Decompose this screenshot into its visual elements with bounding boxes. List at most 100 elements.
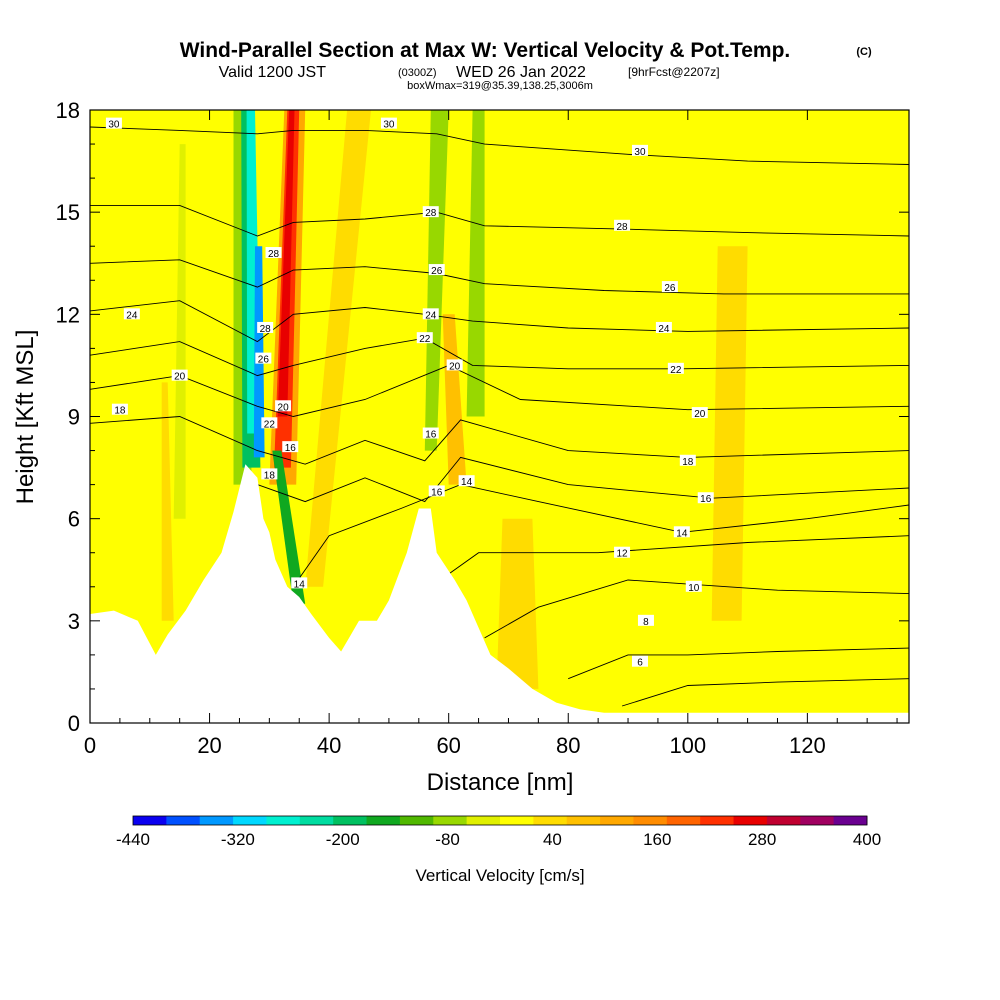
theta-contour-30 (90, 126, 909, 165)
velocity-band (711, 246, 748, 621)
colorbar-tick-label: 280 (748, 830, 776, 849)
contour-label: 20 (171, 369, 188, 383)
colorbar-swatch (399, 816, 434, 825)
contour-label: 16 (422, 427, 439, 441)
theta-contour-28 (90, 204, 909, 237)
subtitle-date: WED 26 Jan 2022 (456, 64, 586, 81)
contour-label: 18 (261, 468, 278, 481)
theta-contour-8 (568, 647, 909, 680)
contour-label-text: 8 (643, 617, 649, 628)
contour-label: 26 (661, 281, 678, 294)
contour-label: 24 (422, 308, 439, 321)
velocity-band (272, 450, 306, 604)
colorbar-swatch (466, 816, 501, 825)
contour-label: 26 (255, 352, 272, 366)
theta-contour-22 (90, 337, 909, 377)
theta-contour-18 (90, 416, 909, 465)
colorbar-tick-label: 160 (643, 830, 671, 849)
contour-label: 14 (673, 526, 690, 539)
contour-label: 6 (631, 655, 648, 669)
colorbar-swatch (700, 816, 735, 825)
contour-label-text: 22 (419, 334, 431, 345)
contour-label-text: 14 (461, 477, 473, 488)
chart-title-group: Wind-Parallel Section at Max W: Vertical… (180, 39, 872, 92)
subtitle-forecast: [9hrFcst@2207z] (628, 65, 720, 79)
colorbar-swatch (233, 816, 267, 825)
colorbar-swatch (500, 816, 534, 825)
subtitle-valid: Valid 1200 JST (219, 64, 327, 81)
theta-contour-26 (90, 259, 909, 295)
theta-contour-12 (430, 535, 909, 588)
colorbar-swatch (533, 816, 568, 825)
contour-label-text: 30 (634, 147, 646, 158)
contour-label: 24 (655, 321, 672, 335)
y-tick-label: 0 (68, 711, 80, 736)
colorbar-tick-label: -440 (116, 830, 150, 849)
contour-label: 18 (679, 454, 696, 468)
velocity-band (442, 314, 467, 485)
contour-label-text: 20 (278, 402, 290, 413)
colorbar-frame (132, 815, 868, 826)
terrain-mask (90, 464, 909, 723)
contour-label-text: 14 (294, 579, 306, 590)
contour-label: 28 (614, 219, 631, 233)
contour-label-text: 16 (431, 487, 443, 498)
contour-label: 28 (257, 321, 274, 335)
axes: 0 20 40 60 80 100 120 0 3 6 9 12 15 18 (56, 98, 909, 758)
y-tick-label: 15 (56, 200, 80, 225)
subtitle-zulu: (0300Z) (398, 67, 437, 79)
velocity-band (253, 246, 265, 458)
contour-label-text: 18 (682, 457, 694, 468)
contour-label: 24 (123, 308, 140, 321)
contour-label-text: 18 (114, 406, 126, 417)
colorbar-swatch (766, 816, 801, 825)
contour-label-text: 18 (264, 470, 276, 481)
theta-contour-14 (292, 484, 909, 588)
colorbar-tick-label: -80 (435, 830, 460, 849)
x-tick-label: 20 (197, 733, 221, 758)
theta-contour-20 (90, 364, 909, 417)
colorbar-tick-label: 40 (543, 830, 562, 849)
contour-label-text: 28 (268, 249, 280, 260)
x-tick-label: 60 (436, 733, 460, 758)
contour-label-text: 22 (670, 365, 682, 376)
colorbar-tick-label: -320 (221, 830, 255, 849)
chart-title-tag: (C) (856, 46, 872, 58)
contour-label: 20 (691, 407, 708, 420)
contour-label-text: 28 (425, 208, 437, 219)
colorbar-swatch (333, 816, 368, 825)
x-tick-label: 120 (789, 733, 826, 758)
contour-label-text: 16 (285, 443, 297, 454)
theta-contour-24 (90, 300, 909, 343)
x-axis-label: Distance [nm] (427, 769, 574, 796)
contour-label-text: 24 (425, 310, 437, 321)
colorbar-swatch (666, 816, 701, 825)
x-tick-label: 40 (317, 733, 341, 758)
contour-label: 20 (275, 400, 292, 413)
y-axis-label: Height [Kft MSL] (12, 330, 39, 505)
colorbar-swatch (833, 816, 868, 825)
contour-label: 10 (685, 580, 702, 594)
colorbar-swatch (133, 816, 167, 825)
colorbar-label: Vertical Velocity [cm/s] (415, 866, 584, 885)
contour-label: 16 (697, 492, 714, 505)
colorbar-swatch (166, 816, 201, 825)
contour-label-text: 12 (616, 549, 628, 560)
contour-label: 22 (261, 417, 278, 430)
vertical-velocity-field (161, 110, 748, 689)
contour-label: 18 (111, 403, 128, 417)
contour-label: 16 (428, 485, 445, 498)
contour-label: 30 (105, 117, 122, 131)
colorbar-swatch (633, 816, 668, 825)
contour-label-text: 24 (658, 324, 670, 335)
contour-label: 12 (614, 546, 631, 560)
colorbar-swatch (733, 816, 768, 825)
colorbar-swatch (800, 816, 835, 825)
contour-label-text: 22 (264, 419, 276, 430)
x-tick-label: 0 (84, 733, 96, 758)
velocity-band (496, 518, 539, 689)
theta-contour-16 (257, 456, 909, 503)
